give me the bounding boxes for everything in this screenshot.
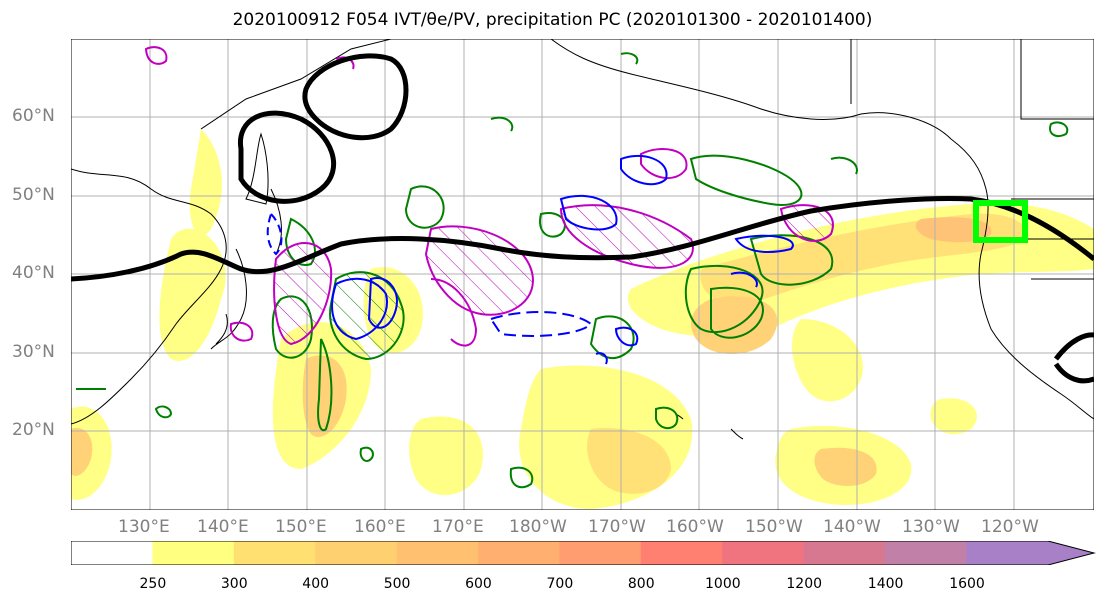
target-region-box: [973, 200, 1028, 243]
lat-label-20n: 20°N: [12, 420, 55, 440]
lon-label-170w: 170°W: [588, 517, 646, 537]
colorbar-tick-label: 400: [302, 576, 330, 592]
colorbar-segment: [885, 541, 967, 565]
colorbar-segment: [803, 541, 886, 565]
colorbar-segment: [722, 541, 805, 565]
lon-label-120w: 120°W: [981, 517, 1039, 537]
lat-label-30n: 30°N: [12, 342, 55, 362]
lon-label-140w: 140°W: [823, 517, 881, 537]
coastlines: [71, 39, 1094, 440]
lon-label-170e: 170°E: [432, 517, 484, 537]
colorbar-segment: [71, 541, 153, 565]
colorbar-segment: [152, 541, 235, 565]
colorbar-segment: [478, 541, 560, 565]
colorbar-tick-label: 500: [383, 576, 411, 592]
precipitation-shading: [71, 129, 1094, 509]
jet-lines: [71, 53, 1094, 384]
lon-label-160e: 160°E: [354, 517, 406, 537]
colorbar-tick-label: 1600: [949, 576, 985, 592]
colorbar-segment: [559, 541, 642, 565]
colorbar-segment: [966, 541, 1094, 565]
lat-label-50n: 50°N: [12, 185, 55, 205]
colorbar-segment: [315, 541, 398, 565]
lon-label-130w: 130°W: [902, 517, 960, 537]
colorbar-tick-label: 600: [465, 576, 492, 592]
lon-label-140e: 140°E: [197, 517, 249, 537]
lon-label-130e: 130°E: [118, 517, 170, 537]
lon-label-160w: 160°W: [666, 517, 724, 537]
colorbar-tick-label: 1400: [867, 576, 904, 592]
colorbar-tick-label: 700: [546, 576, 574, 592]
colorbar-tick-label: 1000: [705, 576, 741, 592]
colorbar-tick-label: 250: [139, 576, 167, 592]
colorbar-segment: [233, 541, 316, 565]
lon-label-180w: 180°W: [509, 517, 567, 537]
colorbar-segment: [640, 541, 723, 565]
colorbar: [71, 541, 1096, 565]
pv-contours: [266, 154, 794, 365]
colorbar-segment: [396, 541, 479, 565]
colorbar-tick-label: 1200: [786, 576, 823, 592]
lat-label-40n: 40°N: [12, 263, 55, 283]
lon-label-150e: 150°E: [275, 517, 327, 537]
figure-title: 2020100912 F054 IVT/θe/PV, precipitation…: [232, 10, 873, 30]
colorbar-tick-label: 300: [220, 576, 248, 592]
map-panel: [71, 39, 1094, 510]
lat-label-60n: 60°N: [12, 106, 55, 126]
colorbar-tick-label: 800: [627, 576, 655, 592]
lon-label-150w: 150°W: [745, 517, 803, 537]
